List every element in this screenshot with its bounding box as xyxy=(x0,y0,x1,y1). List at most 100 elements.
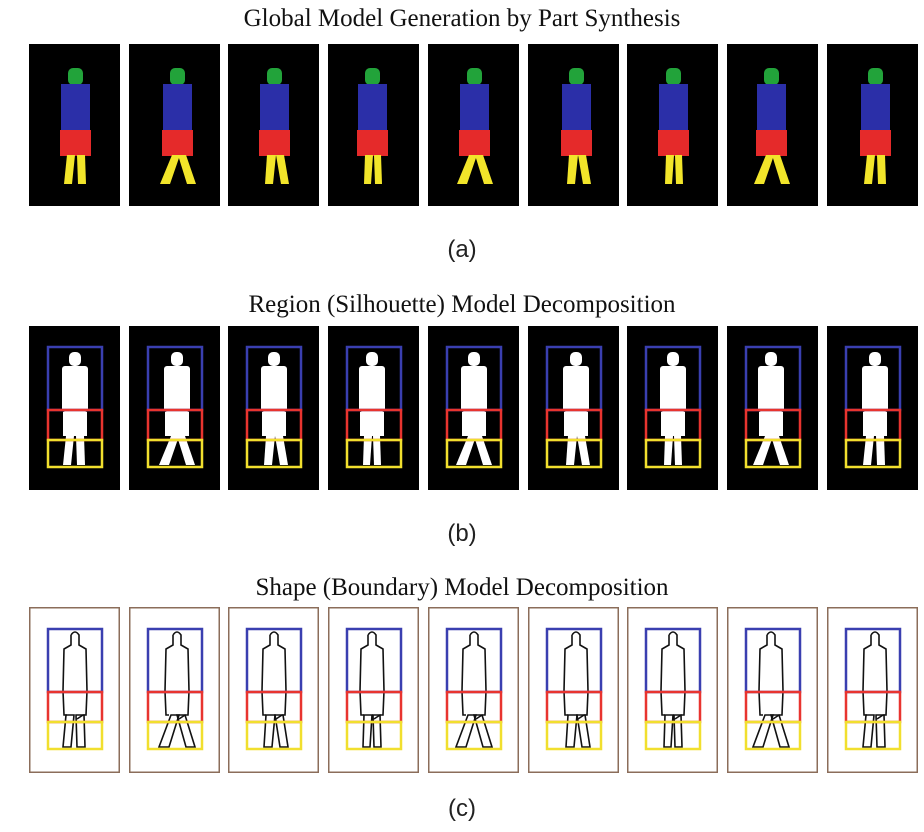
boundary-frame xyxy=(627,607,719,773)
boundary-frame xyxy=(527,607,619,773)
silhouette-head xyxy=(868,352,881,366)
silhouette-hips xyxy=(563,412,588,436)
panel-b-row xyxy=(0,326,924,490)
boundary-frame xyxy=(29,607,120,773)
hips-part xyxy=(60,130,91,156)
silhouette-torso xyxy=(562,366,589,412)
leg-outline xyxy=(274,714,290,748)
leg-outline xyxy=(75,714,86,748)
body-outline xyxy=(163,631,190,720)
torso-part xyxy=(659,84,689,130)
leg-part xyxy=(265,155,277,184)
head-part xyxy=(568,68,584,85)
silhouette-torso xyxy=(660,366,687,412)
boundary-frame xyxy=(228,607,320,773)
hips-part xyxy=(560,130,592,156)
body-outline xyxy=(758,631,784,720)
silhouette-hips xyxy=(862,412,887,436)
legs-box xyxy=(46,720,104,751)
part-synthesis-frame xyxy=(228,44,320,206)
leg-part xyxy=(753,155,774,184)
silhouette-frame xyxy=(427,326,519,490)
head-part xyxy=(763,68,779,85)
silhouette-head xyxy=(268,352,281,366)
silhouette-head xyxy=(170,352,183,366)
part-synthesis-frame xyxy=(726,44,818,206)
silhouette-frame xyxy=(627,326,719,490)
leg-outline xyxy=(769,714,790,748)
silhouette-frame xyxy=(826,326,918,490)
leg-part xyxy=(876,155,886,184)
silhouette-frame xyxy=(527,326,619,490)
boundary-frame xyxy=(427,607,519,773)
head-part xyxy=(267,68,283,85)
silhouette-torso xyxy=(861,366,888,412)
silhouette-hips xyxy=(461,412,486,436)
silhouette-torso xyxy=(261,366,288,412)
head-part xyxy=(867,68,883,85)
leg-outline xyxy=(575,714,591,748)
leg-outline xyxy=(861,714,875,748)
leg-part xyxy=(474,155,493,184)
legs-box xyxy=(844,438,901,469)
part-synthesis-frame xyxy=(328,44,420,206)
hips-part xyxy=(357,130,389,156)
panel-b-title: Region (Silhouette) Model Decomposition xyxy=(248,291,676,318)
head-part xyxy=(365,68,381,85)
legs-box xyxy=(345,720,403,751)
panel-a-caption: (a) xyxy=(447,236,477,263)
silhouette-frame xyxy=(228,326,320,490)
silhouette-frame xyxy=(29,326,120,490)
legs-box xyxy=(844,720,901,751)
silhouette-head xyxy=(467,352,480,366)
hips-part xyxy=(658,130,690,156)
body-outline xyxy=(460,631,487,720)
leg-part xyxy=(665,155,675,184)
body-outline xyxy=(660,631,686,720)
panel-a-title: Global Model Generation by Part Synthesi… xyxy=(243,5,681,32)
silhouette-head xyxy=(667,352,680,366)
leg-part xyxy=(456,155,477,184)
legs-box xyxy=(146,438,203,469)
legs-box xyxy=(744,720,802,751)
silhouette-head xyxy=(569,352,582,366)
silhouette-hips xyxy=(661,412,686,436)
leg-outline xyxy=(874,714,886,748)
leg-part xyxy=(771,155,790,184)
body-outline xyxy=(261,631,288,720)
silhouette-head xyxy=(69,352,81,366)
leg-part xyxy=(374,155,383,184)
silhouette-frame xyxy=(328,326,420,490)
silhouette-head xyxy=(764,352,777,366)
silhouette-frame xyxy=(726,326,818,490)
torso-part xyxy=(459,84,489,130)
part-synthesis-frame xyxy=(826,44,918,206)
leg-part xyxy=(77,155,86,184)
legs-box xyxy=(644,720,702,751)
hips-part xyxy=(859,130,891,156)
silhouette-torso xyxy=(359,366,386,412)
legs-box xyxy=(46,438,104,469)
leg-outline xyxy=(372,714,382,748)
leg-outline xyxy=(263,714,277,748)
hips-part xyxy=(161,130,193,156)
leg-outline xyxy=(62,714,75,748)
hips-part xyxy=(259,130,291,156)
leg-outline xyxy=(362,714,373,748)
leg-part xyxy=(276,155,290,184)
silhouette-frame xyxy=(128,326,220,490)
head-part xyxy=(169,68,185,85)
silhouette-torso xyxy=(163,366,190,412)
part-synthesis-frame xyxy=(527,44,619,206)
leg-part xyxy=(675,155,684,184)
torso-part xyxy=(61,84,90,130)
panel-c-title: Shape (Boundary) Model Decomposition xyxy=(255,574,669,601)
head-part xyxy=(466,68,482,85)
silhouette-hips xyxy=(164,412,189,436)
head-part xyxy=(68,68,83,85)
legs-box xyxy=(545,438,602,469)
leg-outline xyxy=(564,714,578,748)
panel-b-caption: (b) xyxy=(447,520,477,547)
legs-box xyxy=(545,720,602,751)
leg-outline xyxy=(175,714,196,748)
